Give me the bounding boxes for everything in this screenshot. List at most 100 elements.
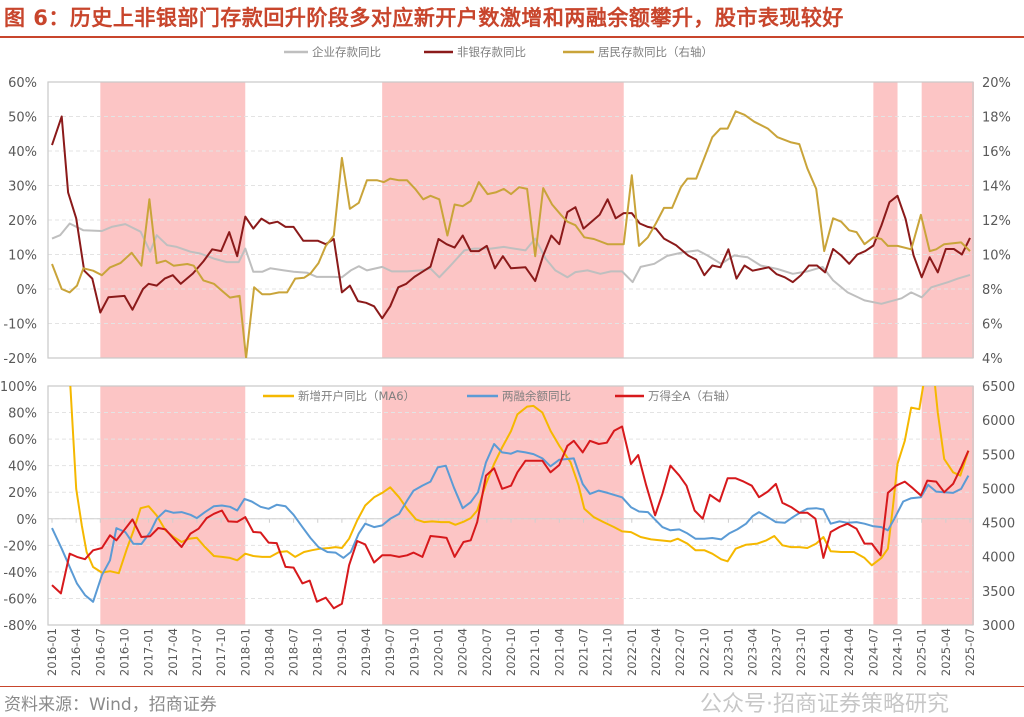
x-axis-tick-label: 2018-04	[262, 628, 276, 676]
shaded-period	[100, 82, 246, 358]
left-axis-tick-label: 0%	[16, 283, 37, 298]
x-axis-tick-label: 2022-04	[649, 628, 663, 676]
x-axis-tick-label: 2021-07	[576, 628, 590, 676]
left-axis-tick-label: -80%	[3, 619, 37, 634]
x-axis-tick-label: 2016-04	[69, 628, 83, 676]
x-axis-tick-label: 2019-01	[335, 628, 349, 676]
legend-label: 企业存款同比	[312, 45, 381, 59]
x-axis-tick-label: 2021-04	[552, 628, 566, 676]
right-axis-tick-label: 4500	[982, 517, 1015, 532]
left-axis-tick-label: 20%	[8, 214, 37, 229]
shaded-period	[921, 386, 975, 625]
bottom-panel-series	[51, 386, 970, 610]
x-axis-tick-label: 2022-10	[697, 628, 711, 676]
left-axis-tick-label: -20%	[3, 352, 37, 367]
plot-frame	[47, 385, 974, 626]
x-axis-tick-label: 2020-04	[456, 628, 470, 676]
series-lines	[51, 110, 971, 610]
series-line-1-1	[51, 443, 970, 603]
x-axis-tick-label: 2025-07	[963, 628, 977, 676]
x-axis-tick-label: 2019-07	[383, 628, 397, 676]
right-axis-tick-label: 6%	[982, 318, 1003, 333]
x-axis-tick-label: 2021-10	[601, 628, 615, 676]
legends: 企业存款同比 非银存款同比 居民存款同比（右轴） 新增开户同比（MA6） 两融余额同比 万…	[263, 45, 736, 403]
figure-title: 图 6：历史上非银部门存款回升阶段多对应新开户数激增和两融余额攀升，股市表现较好	[4, 6, 844, 30]
left-axis-tick-label: 60%	[8, 433, 37, 448]
right-axis-tick-label: 12%	[982, 214, 1011, 229]
left-axis-tick-label: -20%	[3, 539, 37, 554]
legend-label: 居民存款同比（右轴）	[598, 45, 713, 59]
plot-frame	[47, 81, 974, 359]
series-line-0-0	[51, 222, 971, 305]
x-axis-tick-label: 2017-04	[166, 628, 180, 676]
shaded-periods	[100, 82, 975, 625]
x-axis-tick-label: 2024-10	[891, 628, 905, 676]
right-axis-tick-label: 5000	[982, 482, 1015, 497]
right-axis-tick-label: 4%	[982, 352, 1003, 367]
x-axis-tick-label: 2016-07	[93, 628, 107, 676]
left-axis-tick-label: 40%	[8, 145, 37, 160]
legend-label: 非银存款同比	[457, 45, 526, 59]
right-axis-tick-label: 14%	[982, 180, 1011, 195]
right-axis-tick-label: 20%	[982, 76, 1011, 91]
series-line-1-2	[51, 425, 970, 610]
right-axis-tick-label: 5500	[982, 448, 1015, 463]
left-axis-tick-label: 40%	[8, 460, 37, 475]
right-axis-tick-label: 4000	[982, 551, 1015, 566]
x-axis-tick-label: 2018-10	[311, 628, 325, 676]
left-axis-tick-label: 50%	[8, 111, 37, 126]
series-line-0-1	[51, 115, 971, 320]
right-axis-tick-label: 6000	[982, 414, 1015, 429]
source-note: 资料来源：Wind，招商证券	[4, 695, 217, 715]
right-axis-tick-label: 10%	[982, 249, 1011, 264]
legend-label: 万得全A（右轴）	[648, 389, 736, 403]
left-axis-tick-label: -60%	[3, 592, 37, 607]
left-axis-tick-label: 10%	[8, 249, 37, 264]
right-axis-tick-label: 3000	[982, 619, 1015, 634]
left-axis-tick-label: 20%	[8, 486, 37, 501]
right-axis-tick-label: 16%	[982, 145, 1011, 160]
left-axis-tick-label: 60%	[8, 76, 37, 91]
x-axis-tick-label: 2023-07	[770, 628, 784, 676]
x-axis-tick-label: 2016-01	[45, 628, 59, 676]
top-panel-series	[51, 110, 971, 358]
shaded-period	[382, 386, 624, 625]
right-axis-tick-label: 18%	[982, 111, 1011, 126]
footer-divider	[0, 686, 1024, 687]
left-axis-tick-label: 30%	[8, 180, 37, 195]
left-axis-tick-label: -10%	[3, 318, 37, 333]
title-divider	[0, 36, 1024, 38]
right-axis-tick-label: 8%	[982, 283, 1003, 298]
x-axis-tick-label: 2019-10	[407, 628, 421, 676]
plot-frames	[47, 81, 974, 626]
x-axis-tick-label: 2023-04	[746, 628, 760, 676]
x-axis-tick-label: 2023-10	[794, 628, 808, 676]
x-axis-tick-label: 2025-04	[939, 628, 953, 676]
axis-tick-labels: 60% 50% 40% 30% 20% 10% 0% -10% -20% 20% 18% 16% 14%…	[0, 76, 1015, 676]
x-axis-tick-label: 2022-07	[673, 628, 687, 676]
left-axis-tick-label: 100%	[0, 380, 37, 395]
watermark: 公众号·招商证券策略研究	[700, 692, 949, 717]
x-axis-tick-label: 2018-07	[287, 628, 301, 676]
x-axis-tick-label: 2020-07	[480, 628, 494, 676]
right-axis-tick-label: 6500	[982, 380, 1015, 395]
x-axis-tick-label: 2017-07	[190, 628, 204, 676]
x-axis-tick-label: 2024-01	[818, 628, 832, 676]
x-axis-tick-label: 2019-04	[359, 628, 373, 676]
x-axis-tick-label: 2025-01	[915, 628, 929, 676]
series-line-0-2	[51, 110, 971, 358]
x-axis-tick-label: 2024-07	[866, 628, 880, 676]
x-axis-tick-label: 2022-01	[625, 628, 639, 676]
right-axis-tick-label: 3500	[982, 585, 1015, 600]
x-axis-tick-label: 2020-01	[432, 628, 446, 676]
x-axis-tick-label: 2023-01	[721, 628, 735, 676]
x-axis-tick-label: 2017-01	[142, 628, 156, 676]
legend-label: 两融余额同比	[502, 389, 571, 403]
left-axis-tick-label: 0%	[16, 513, 37, 528]
legend-label: 新增开户同比（MA6）	[298, 389, 415, 403]
left-axis-tick-label: -40%	[3, 566, 37, 581]
x-axis-tick-label: 2024-04	[842, 628, 856, 676]
left-axis-tick-label: 80%	[8, 407, 37, 422]
x-axis-tick-label: 2021-01	[528, 628, 542, 676]
